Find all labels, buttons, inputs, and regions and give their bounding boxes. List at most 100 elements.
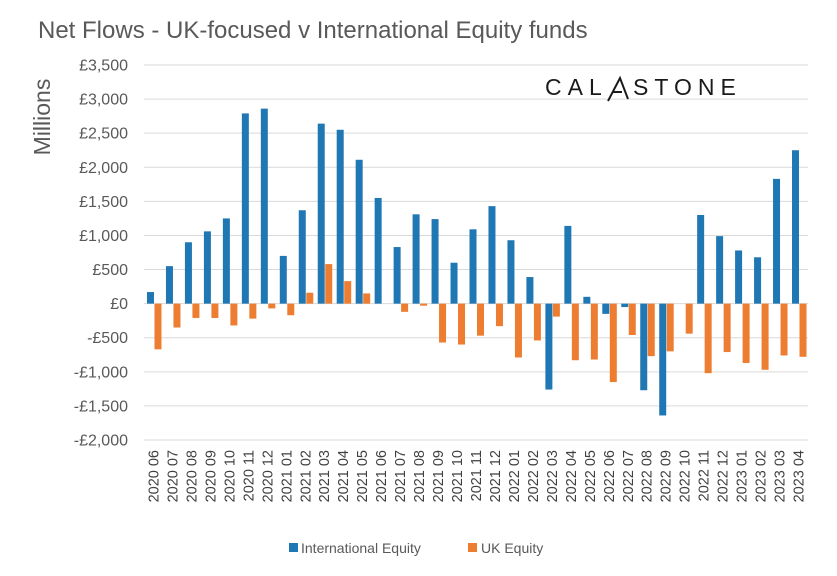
x-tick-label: 2022 06 [602, 450, 618, 502]
x-tick-label: 2021 02 [298, 450, 314, 502]
x-axis-tick-labels: 2020 06 2020 07 2020 08 2020 09 2020 10 2020 … [146, 450, 807, 502]
x-tick-label: 2021 07 [393, 450, 409, 502]
bar-uk-equity [723, 303, 731, 353]
bar-uk-equity [495, 303, 503, 327]
bar-uk-equity [192, 303, 200, 318]
bar-uk-equity [628, 303, 636, 335]
bar-uk-equity [344, 281, 352, 304]
chart-title: Net Flows - UK-focused v International E… [38, 17, 588, 44]
x-tick-label: 2023 03 [773, 450, 789, 502]
bar-international-equity [469, 229, 477, 304]
x-tick-label: 2022 02 [526, 450, 542, 502]
bar-uk-equity [477, 303, 484, 336]
bar-uk-equity [458, 303, 466, 345]
x-tick-label: 2022 05 [583, 450, 599, 502]
bar-international-equity [222, 218, 230, 304]
bar-uk-equity [742, 303, 750, 363]
x-tick-label: 2021 08 [412, 450, 428, 502]
x-tick-label: 2022 04 [564, 450, 580, 502]
x-tick-label: 2021 10 [450, 450, 466, 502]
gridlines [144, 64, 808, 441]
bar-international-equity [773, 178, 781, 304]
bar-uk-equity [590, 303, 598, 360]
x-tick-label: 2023 01 [735, 450, 751, 502]
y-tick-label: £1,500 [79, 194, 128, 211]
bar-uk-equity [268, 303, 276, 309]
bar-international-equity [279, 255, 287, 304]
bar-uk-equity [514, 303, 522, 358]
legend-label-uk: UK Equity [481, 540, 543, 556]
bar-international-equity [393, 247, 401, 304]
y-tick-label: £1,000 [79, 228, 128, 245]
bar-uk-equity [173, 303, 181, 328]
bar-international-equity [754, 257, 762, 304]
bar-international-equity [203, 231, 211, 304]
bar-international-equity [602, 303, 610, 314]
x-tick-label: 2021 12 [488, 450, 504, 502]
bar-international-equity [488, 206, 496, 304]
x-tick-label: 2020 10 [222, 450, 238, 502]
bar-international-equity [659, 303, 667, 416]
bar-international-equity [412, 214, 420, 304]
bar-international-equity [241, 113, 249, 304]
x-tick-label: 2022 07 [621, 450, 637, 502]
bar-international-equity [431, 219, 439, 304]
bar-uk-equity [287, 303, 295, 316]
y-tick-label: £500 [92, 262, 128, 279]
x-tick-label: 2023 02 [754, 450, 770, 502]
x-tick-label: 2020 12 [260, 450, 276, 502]
x-tick-label: 2021 09 [431, 450, 447, 502]
x-tick-label: 2020 11 [241, 450, 257, 501]
y-tick-label: -£500 [87, 330, 128, 347]
x-tick-label: 2022 08 [640, 450, 656, 502]
y-axis-label: Millions [29, 79, 55, 156]
bar-uk-equity [325, 264, 333, 304]
x-tick-label: 2020 09 [203, 450, 219, 502]
bar-international-equity [165, 266, 173, 304]
x-tick-label: 2020 06 [146, 450, 162, 502]
bar-international-equity [640, 303, 648, 391]
y-tick-label: -£1,500 [74, 398, 128, 415]
y-tick-label: -£2,000 [74, 433, 128, 450]
bar-international-equity [735, 250, 743, 304]
bar-uk-equity [761, 303, 769, 370]
x-tick-label: 2022 10 [678, 450, 694, 502]
bar-uk-equity [609, 303, 617, 383]
bar-uk-equity [306, 292, 314, 304]
logo-text-left: CAL [545, 74, 608, 100]
legend: International Equity UK Equity [289, 540, 543, 556]
bars [146, 108, 807, 416]
bar-international-equity [716, 236, 724, 304]
bar-international-equity [526, 277, 534, 304]
y-tick-label: -£1,000 [74, 364, 128, 381]
x-tick-label: 2022 01 [507, 450, 523, 502]
x-tick-label: 2022 11 [697, 450, 713, 501]
bar-international-equity [564, 225, 572, 304]
bar-international-equity [583, 296, 591, 304]
bar-uk-equity [439, 303, 447, 343]
bar-uk-equity [666, 303, 674, 352]
calastone-logo: CAL STONE [545, 74, 742, 102]
bar-uk-equity [647, 303, 655, 357]
bar-international-equity [184, 242, 192, 304]
logo-a-mark-icon [607, 75, 629, 102]
bar-international-equity [450, 262, 458, 304]
x-tick-label: 2021 03 [317, 450, 333, 502]
bar-international-equity [545, 303, 553, 390]
logo-text-right: STONE [633, 74, 742, 100]
y-tick-label: £2,000 [79, 160, 128, 177]
legend-item-uk: UK Equity [468, 540, 543, 556]
x-tick-label: 2022 12 [716, 450, 732, 502]
x-tick-label: 2021 01 [279, 450, 295, 502]
x-tick-label: 2021 05 [355, 450, 371, 502]
x-tick-label: 2021 06 [374, 450, 390, 502]
bar-uk-equity [533, 303, 541, 341]
bar-uk-equity [249, 303, 257, 319]
y-axis-tick-labels: -£2,000 -£1,500 -£1,000 -£500 £0 £500 £1,000 £1… [74, 58, 128, 450]
bar-international-equity [621, 303, 629, 308]
bar-international-equity [336, 129, 344, 304]
legend-item-international: International Equity [289, 540, 421, 556]
bar-uk-equity [230, 303, 238, 326]
legend-swatch-uk [468, 543, 477, 552]
